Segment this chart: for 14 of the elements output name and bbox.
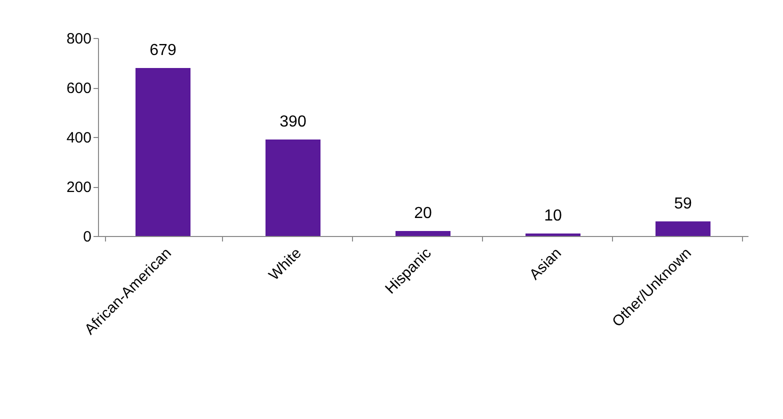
bar (396, 231, 450, 236)
data-label: 59 (674, 195, 692, 212)
bar (136, 68, 190, 236)
y-tick-label: 400 (66, 130, 92, 146)
y-tick-label: 600 (66, 80, 92, 97)
y-tick-label: 0 (83, 228, 92, 246)
data-label: 10 (544, 208, 562, 225)
bar (266, 139, 320, 236)
y-tick-label: 200 (66, 179, 92, 196)
y-tick-label: 800 (66, 30, 92, 48)
data-label: 679 (150, 42, 176, 59)
bar (656, 221, 710, 236)
data-label: 20 (414, 205, 432, 222)
data-label: 390 (280, 113, 306, 130)
